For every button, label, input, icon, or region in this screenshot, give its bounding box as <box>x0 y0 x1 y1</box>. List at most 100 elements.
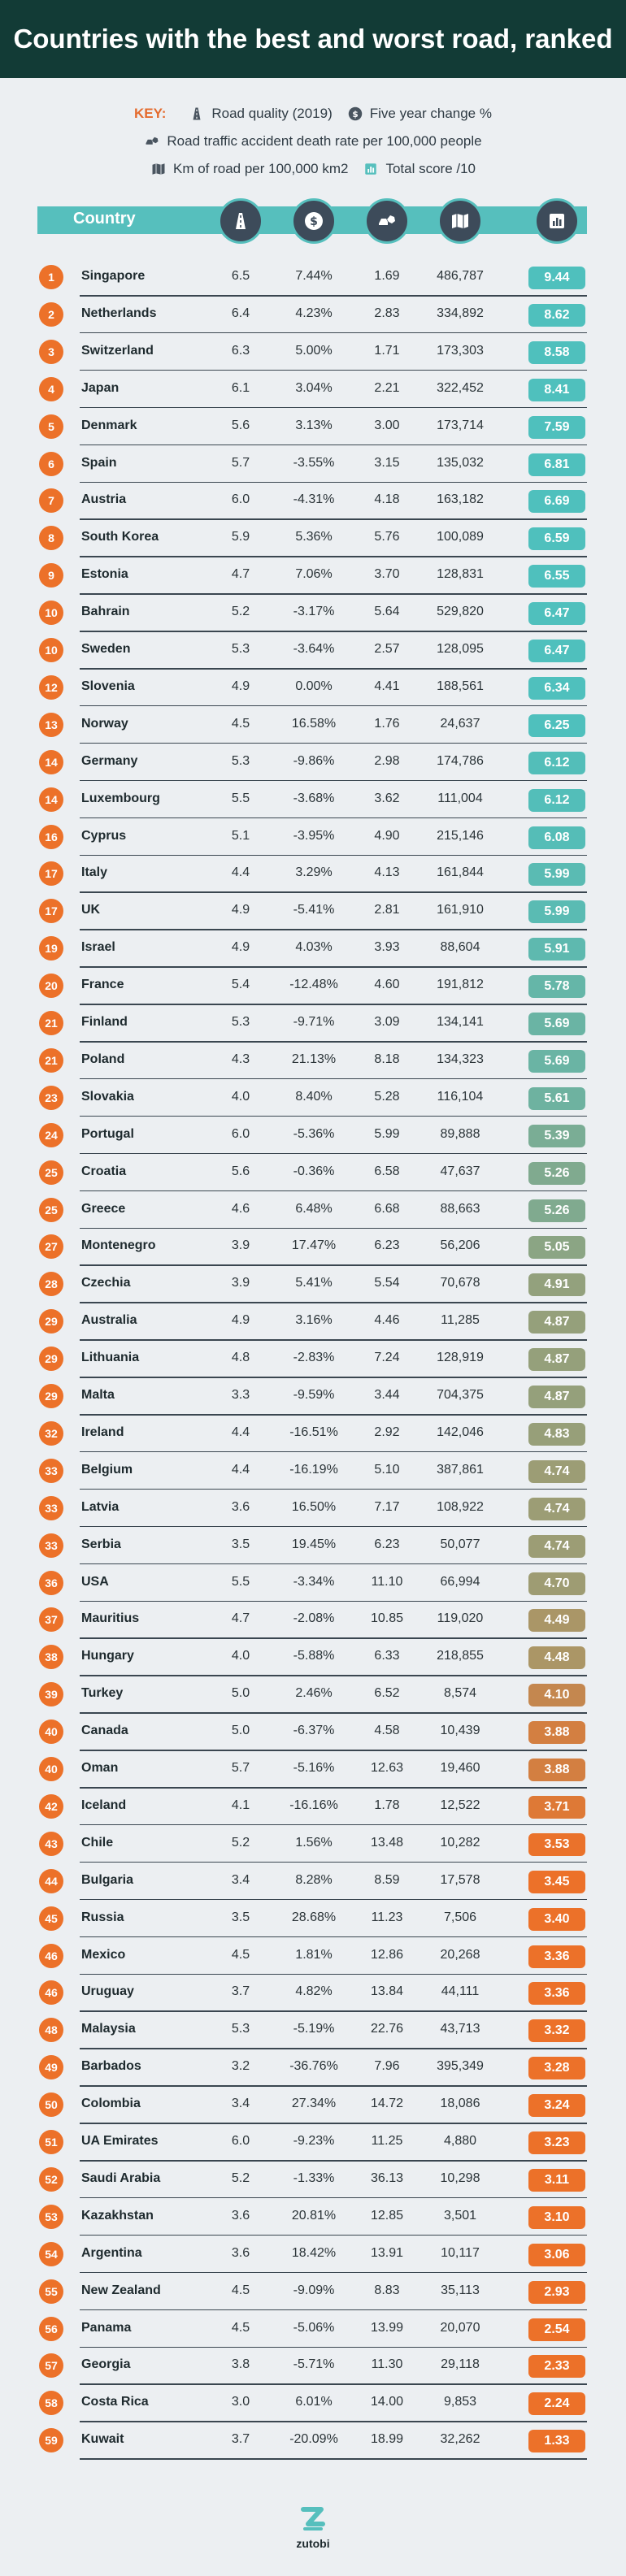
five-year-change-cell: 6.48% <box>295 1201 333 1216</box>
death-rate-cell: 6.23 <box>374 1537 400 1551</box>
five-year-change-cell: -5.16% <box>293 1761 335 1775</box>
table-row: 39 Turkey 5.0 2.46% 6.52 8,574 4.10 <box>0 1676 626 1714</box>
death-rate-cell: 7.24 <box>374 1351 400 1365</box>
rank-badge: 32 <box>39 1420 63 1446</box>
total-score-badge: 6.69 <box>528 490 585 514</box>
total-score-badge: 4.87 <box>528 1386 585 1408</box>
death-rate-cell: 3.15 <box>374 455 400 470</box>
rank-badge: 33 <box>39 1458 63 1483</box>
zutobi-logo-icon <box>301 2507 325 2530</box>
row-divider <box>80 1750 587 1751</box>
road-quality-cell: 5.4 <box>231 978 250 992</box>
five-year-change-cell: -9.71% <box>293 1015 335 1029</box>
table-row: 56 Panama 4.5 -5.06% 13.99 20,070 2.54 <box>0 2310 626 2348</box>
road-quality-cell: 5.5 <box>231 791 250 805</box>
country-name: Netherlands <box>81 306 157 320</box>
death-rate-cell: 2.81 <box>374 903 400 917</box>
table-row: 25 Croatia 5.6 -0.36% 6.58 47,637 5.26 <box>0 1154 626 1192</box>
km-road-cell: 7,506 <box>443 1910 477 1924</box>
road-quality-cell: 3.5 <box>231 1910 250 1924</box>
death-rate-cell: 4.46 <box>374 1313 400 1328</box>
total-score-badge: 5.39 <box>528 1124 585 1147</box>
km-road-cell: 322,452 <box>437 380 484 395</box>
crash-icon <box>144 133 160 150</box>
road-quality-cell: 6.0 <box>231 492 250 507</box>
km-road-cell: 111,004 <box>437 791 483 805</box>
death-rate-cell: 13.48 <box>370 1835 404 1850</box>
five-year-change-cell: -4.31% <box>293 492 335 507</box>
km-road-cell: 11,285 <box>441 1313 480 1328</box>
total-score-badge: 3.45 <box>528 1870 585 1893</box>
total-score-badge: 3.40 <box>528 1907 585 1931</box>
death-rate-cell: 8.18 <box>374 1052 400 1066</box>
five-year-change-cell: 16.50% <box>291 1499 337 1514</box>
death-rate-cell: 5.54 <box>374 1276 400 1290</box>
total-score-badge: 3.36 <box>528 1945 585 1968</box>
five-year-change-cell: -6.37% <box>293 1724 335 1738</box>
total-score-badge: 3.24 <box>528 2094 585 2118</box>
country-name: Bulgaria <box>81 1872 134 1887</box>
dollar-icon: $ <box>347 106 363 122</box>
column-header-country: Country <box>73 210 136 228</box>
total-score-badge: 5.69 <box>528 1049 585 1073</box>
table-row: 46 Uruguay 3.7 4.82% 13.84 44,111 3.36 <box>0 1974 626 2012</box>
total-score-badge: 3.28 <box>528 2057 585 2080</box>
country-name: Serbia <box>81 1537 121 1551</box>
rank-badge: 48 <box>39 2018 63 2043</box>
road-quality-cell: 3.5 <box>231 1537 250 1551</box>
total-score-badge: 3.88 <box>528 1721 585 1745</box>
road-icon <box>189 106 205 122</box>
country-name: Australia <box>81 1313 137 1328</box>
rank-badge: 17 <box>39 899 63 924</box>
row-divider <box>80 1824 587 1826</box>
row-divider <box>80 1898 587 1901</box>
row-divider <box>80 1488 587 1490</box>
country-name: Hungary <box>81 1649 134 1663</box>
table-row: 17 Italy 4.4 3.29% 4.13 161,844 5.99 <box>0 855 626 893</box>
five-year-change-cell: 7.06% <box>295 567 333 582</box>
country-name: Kuwait <box>81 2432 124 2447</box>
death-rate-cell: 3.00 <box>374 418 400 432</box>
km-road-cell: 88,604 <box>440 940 480 955</box>
total-score-badge: 5.26 <box>528 1199 585 1222</box>
rank-badge: 3 <box>39 339 63 364</box>
km-road-cell: 142,046 <box>437 1425 484 1439</box>
five-year-change-cell: 5.00% <box>295 343 333 358</box>
country-name: Uruguay <box>81 1984 134 1999</box>
death-rate-cell: 10.85 <box>370 1611 404 1626</box>
km-road-cell: 134,323 <box>437 1052 484 1066</box>
death-rate-cell: 36.13 <box>370 2171 404 2185</box>
table-row: 40 Oman 5.7 -5.16% 12.63 19,460 3.88 <box>0 1750 626 1789</box>
row-divider <box>80 1525 587 1528</box>
rank-badge: 43 <box>39 1831 63 1856</box>
total-score-badge: 6.25 <box>528 713 585 737</box>
death-rate-cell: 8.83 <box>374 2283 400 2297</box>
rank-badge: 44 <box>39 1868 63 1893</box>
title-bar: Countries with the best and worst road, … <box>0 0 626 78</box>
map-icon <box>452 214 468 228</box>
dollar-icon: $ <box>305 212 323 230</box>
total-score-badge: 2.54 <box>528 2318 585 2341</box>
km-road-cell: 89,888 <box>440 1126 480 1141</box>
country-name: Estonia <box>81 567 128 582</box>
row-divider <box>80 1861 587 1863</box>
five-year-change-cell: 0.00% <box>295 679 333 693</box>
total-score-badge: 6.59 <box>528 527 585 551</box>
five-year-change-cell: -3.95% <box>293 828 335 843</box>
table-row: 42 Iceland 4.1 -16.16% 1.78 12,522 3.71 <box>0 1788 626 1826</box>
death-rate-cell: 11.25 <box>371 2134 403 2148</box>
country-name: UA Emirates <box>81 2134 159 2148</box>
row-divider <box>80 1078 587 1080</box>
rank-badge: 38 <box>39 1645 63 1670</box>
total-score-badge: 4.48 <box>528 1646 585 1670</box>
km-road-cell: 10,439 <box>440 1724 480 1738</box>
total-score-badge: 6.12 <box>528 751 585 774</box>
table-row: 32 Ireland 4.4 -16.51% 2.92 142,046 4.83 <box>0 1415 626 1453</box>
table-row: 12 Slovenia 4.9 0.00% 4.41 188,561 6.34 <box>0 669 626 707</box>
road-quality-cell: 5.1 <box>231 828 250 843</box>
km-road-cell: 10,282 <box>440 1835 480 1850</box>
rank-badge: 16 <box>39 824 63 849</box>
km-road-cell: 44,111 <box>441 1984 480 1999</box>
road-quality-cell: 4.9 <box>231 679 250 693</box>
row-divider <box>80 295 587 297</box>
